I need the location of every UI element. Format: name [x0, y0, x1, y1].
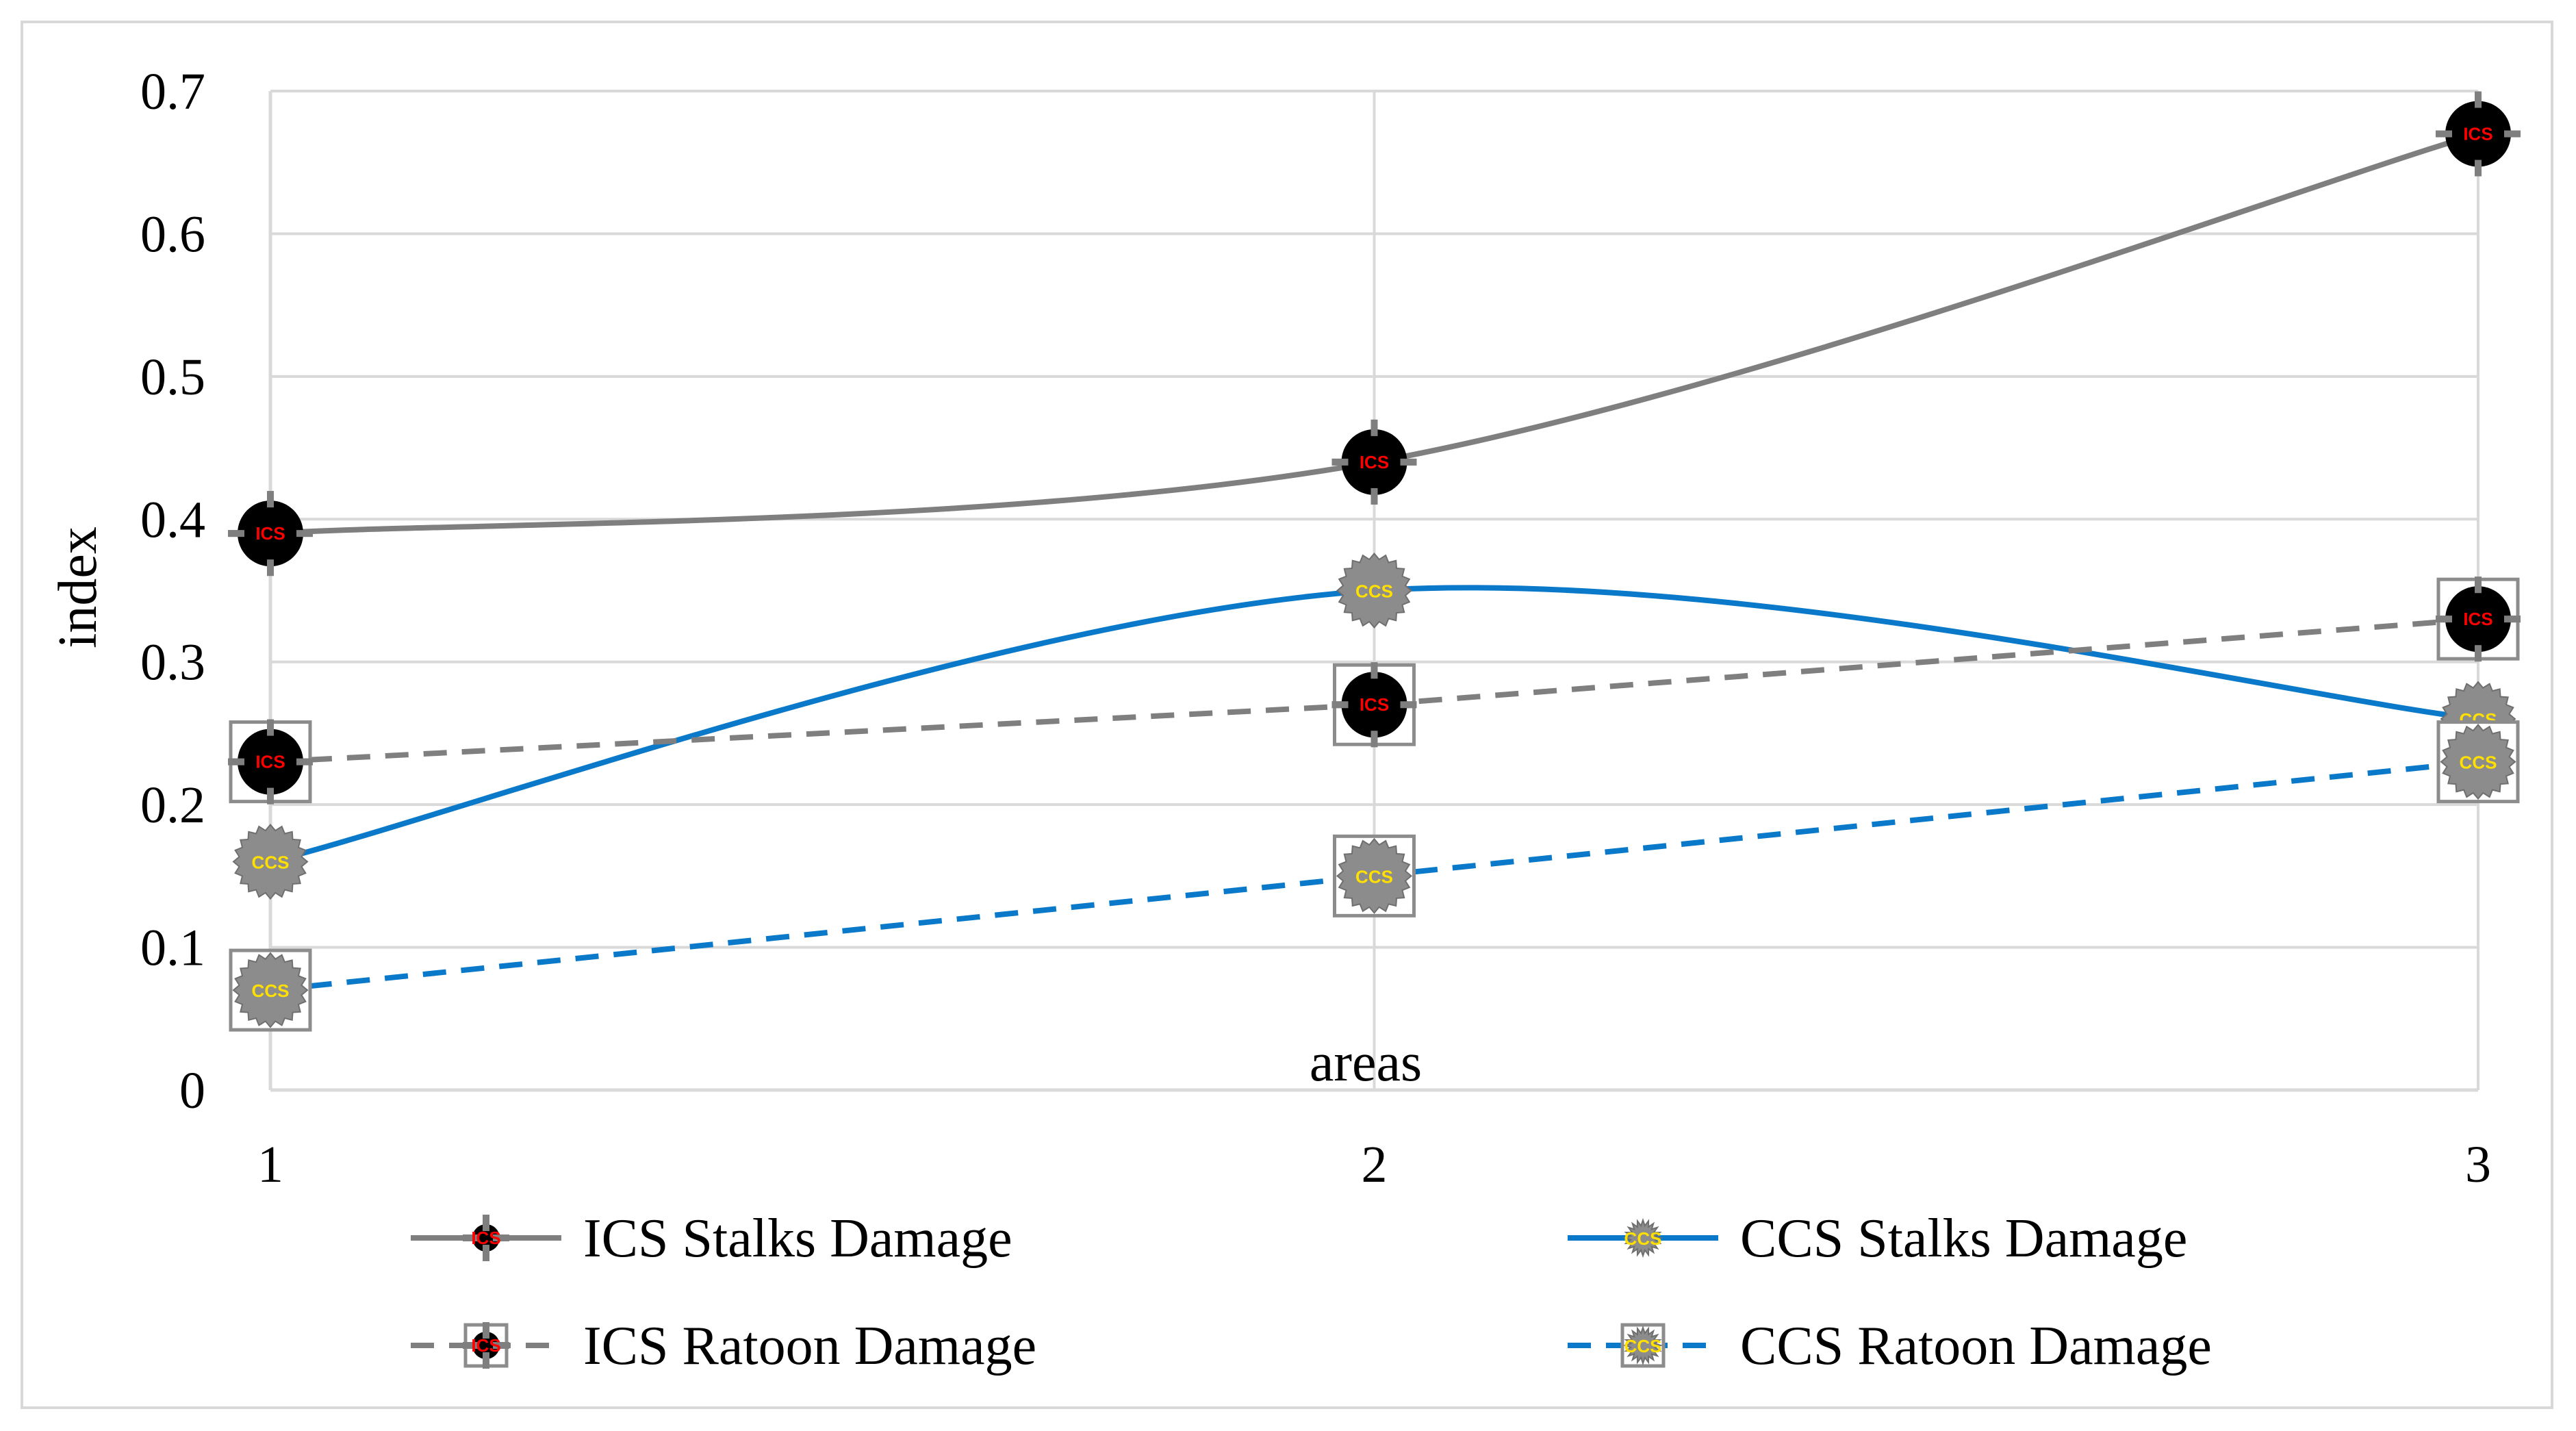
legend-label: ICS Stalks Damage: [583, 1208, 1012, 1269]
marker-text: ICS: [471, 1228, 500, 1248]
marker-text: ICS: [255, 752, 285, 772]
legend-item-4: CCS CCS Ratoon Damage: [1568, 1316, 2212, 1376]
data-point-s3-3: ICS: [2436, 577, 2521, 662]
legend-item-2: CCS CCS Stalks Damage: [1568, 1208, 2187, 1269]
y-tick-label: 0.1: [140, 920, 205, 977]
x-axis-title: areas: [1310, 1033, 1422, 1093]
marker-text: CCS: [252, 852, 290, 873]
chart-frame: [21, 21, 2553, 1409]
legend-label: CCS Ratoon Damage: [1740, 1316, 2212, 1376]
marker-text: ICS: [1360, 452, 1389, 472]
data-point-s4-3: CCS: [2436, 720, 2520, 804]
marker-text: CCS: [1624, 1228, 1662, 1249]
marker-text: ICS: [255, 523, 285, 544]
marker-circle: [1341, 429, 1407, 495]
data-point-s1-1: ICS: [228, 491, 313, 577]
legend-item-1: ICS ICS Stalks Damage: [411, 1208, 1012, 1269]
y-tick-label: 0.4: [140, 491, 205, 548]
data-point-s1-2: ICS: [1331, 419, 1417, 505]
y-tick-label: 0.5: [140, 349, 205, 406]
marker-text: ICS: [471, 1335, 500, 1356]
marker-disc: [1336, 837, 1413, 914]
legend: ICS ICS Stalks Damage CCS CCS Stalks Damage…: [411, 1208, 2212, 1376]
marker-disc: [232, 823, 309, 900]
legend-marker: CCS: [1622, 1217, 1663, 1258]
marker-circle: [2445, 101, 2511, 167]
marker-circle: [238, 501, 303, 567]
y-tick-label: 0: [179, 1062, 205, 1119]
marker-circle: [472, 1224, 500, 1252]
y-tick-label: 0.7: [140, 63, 205, 121]
series-line-3: [270, 616, 2479, 765]
legend-item-3: ICS ICS Ratoon Damage: [411, 1316, 1036, 1376]
marker-disc: [2440, 724, 2516, 800]
data-point-s4-2: CCS: [1333, 834, 1416, 917]
y-tick-label: 0.3: [140, 634, 205, 692]
data-point-s2-2: CCS: [1336, 552, 1413, 629]
marker-disc: [1336, 552, 1413, 629]
y-tick-label: 0.6: [140, 205, 205, 263]
marker-disc: [232, 952, 309, 1028]
data-point-s1-3: ICS: [2436, 91, 2521, 177]
marker-circle: [2445, 586, 2511, 653]
marker-text: ICS: [2463, 124, 2492, 144]
marker-circle: [238, 729, 303, 795]
marker-text: CCS: [2460, 752, 2497, 773]
y-axis-title: index: [48, 527, 108, 648]
x-tick-label: 1: [257, 1136, 283, 1193]
x-tick-label: 3: [2465, 1136, 2491, 1193]
data-point-s3-2: ICS: [1331, 662, 1417, 748]
marker-text: CCS: [1355, 581, 1393, 602]
axes: [268, 91, 2478, 1092]
marker-circle: [1341, 672, 1407, 738]
marker-text: ICS: [1360, 694, 1389, 715]
marker-text: CCS: [252, 980, 290, 1001]
data-point-s4-1: CCS: [229, 948, 312, 1032]
tick-labels: 0 0.1 0.2 0.3 0.4 0.5 0.6 0.7 1 2 3: [140, 63, 2491, 1193]
x-tick-label: 2: [1362, 1136, 1388, 1193]
marker-text: CCS: [1624, 1336, 1662, 1356]
marker-text: ICS: [2463, 609, 2492, 629]
legend-marker: ICS: [463, 1215, 509, 1261]
data-point-s3-1: ICS: [228, 719, 313, 805]
legend-label: ICS Ratoon Damage: [583, 1316, 1036, 1376]
marker-circle: [472, 1332, 500, 1359]
legend-label: CCS Stalks Damage: [1740, 1208, 2187, 1269]
series-line-4: [270, 759, 2479, 993]
y-tick-label: 0.2: [140, 776, 205, 834]
marker-disc: [1622, 1325, 1663, 1366]
legend-marker: CCS: [1620, 1323, 1666, 1368]
marker-text: CCS: [1355, 866, 1393, 887]
legend-marker: ICS: [463, 1322, 509, 1369]
data-point-s2-1: CCS: [232, 823, 309, 900]
marker-disc: [1622, 1217, 1663, 1258]
